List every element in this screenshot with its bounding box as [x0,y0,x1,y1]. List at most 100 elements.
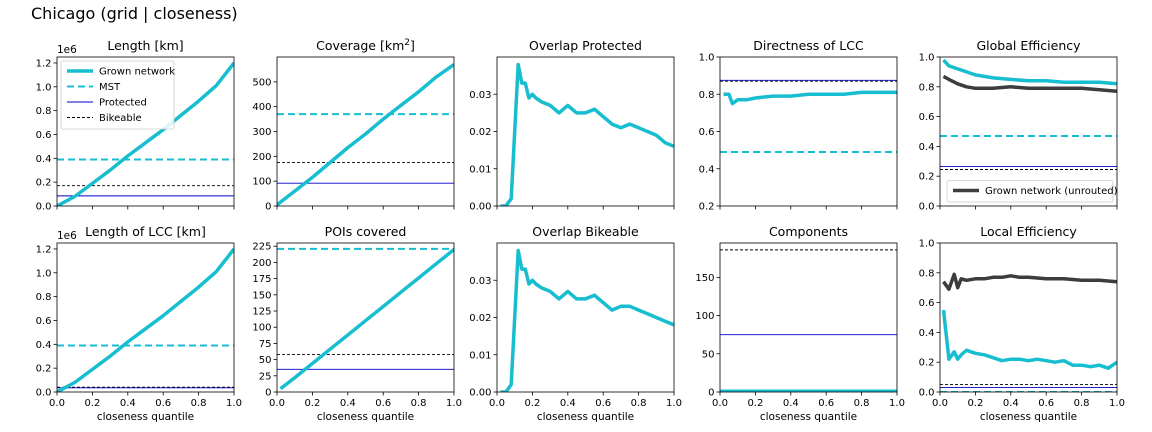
y-tick-label: 1.0 [919,53,935,64]
y-tick-label: 75 [259,339,272,350]
y-tick-label: 0.4 [919,328,935,339]
x-axis-label: closeness quantile [980,411,1077,423]
y-tick-label: 1.0 [36,268,52,279]
y-tick-label: 0.2 [699,202,715,213]
y-tick-label: 0 [265,388,271,399]
subplot-length_lcc: Length of LCC [km] 1e6 0.0 0.2 0.4 0.6 0.8 1.0 1… [36,224,242,423]
subplot-length: Length [km] 1e6 0.0 0.2 0.4 0.6 0.8 1.0 1.2 Grown… [36,38,235,213]
subplot-components: Components 0 50 100 150 0.0 0.2 0.4 0.6 0.8 1.0 clo… [695,224,905,423]
y-tick-label: 0.0 [36,202,52,213]
x-tick-label: 1.0 [1109,398,1125,409]
axes-frame [276,242,455,393]
subplot-local_efficiency: Local Efficiency 0.0 0.2 0.4 0.6 0.8 1.0 0.0 0.2… [919,224,1125,423]
y-tick-label: 0.2 [36,178,52,189]
x-tick-label: 0.0 [932,398,948,409]
y-tick-label: 0.8 [36,106,52,117]
x-tick-label: 0.2 [524,398,540,409]
x-tick-label: 0.4 [120,398,136,409]
x-tick-label: 0.6 [375,398,391,409]
subplot-overlap_bikeable: Overlap Bikeable 0.00 0.01 0.02 0.03 0.0 0.2 0.… [469,224,682,423]
x-tick-label: 0.0 [269,398,285,409]
y-tick-label: 25 [259,371,272,382]
y-tick-label: 1.0 [699,53,715,64]
series-line-unrouted [942,272,1117,291]
y-tick-label: 0.01 [469,164,491,175]
series-line-grown [500,62,674,206]
y-tick-label: 0.6 [919,112,935,123]
legend-label: Protected [99,98,147,109]
x-tick-label: 1.0 [889,398,905,409]
x-tick-label: 0.6 [818,398,834,409]
y-tick-label: 200 [252,152,271,163]
subplot-title: Overlap Bikeable [532,224,639,239]
series-line-grown [57,247,234,392]
y-tick-label: 0.01 [469,350,491,361]
x-tick-label: 0.8 [411,398,427,409]
y-tick-label: 0.0 [919,202,935,213]
y-tick-label: 0.8 [36,292,52,303]
y-tick-label: 0 [265,202,271,213]
axes-frame [56,242,235,393]
x-tick-label: 0.0 [489,398,505,409]
series-line-grown [500,248,674,392]
subplot-global_efficiency: Global Efficiency 0.0 0.2 0.4 0.6 0.8 1.0 Grown… [919,38,1118,213]
x-axis-label: closeness quantile [317,411,414,423]
y-tick-label: 175 [252,274,271,285]
y-tick-label: 0.00 [469,388,491,399]
x-tick-label: 0.4 [783,398,799,409]
y-tick-label: 0.4 [36,154,52,165]
x-tick-label: 1.0 [446,398,462,409]
y-tick-label: 0.00 [469,202,491,213]
x-tick-label: 1.0 [666,398,682,409]
x-tick-label: 0.8 [854,398,870,409]
y-tick-label: 0 [708,388,714,399]
x-tick-label: 0.8 [191,398,207,409]
subplot-title: Length of LCC [km] [85,224,206,239]
y-tick-label: 0.6 [699,127,715,138]
y-tick-label: 0.0 [919,388,935,399]
y-tick-label: 0.4 [36,340,52,351]
x-tick-label: 0.4 [560,398,576,409]
axes-frame [56,56,235,207]
y-tick-label: 1.2 [36,244,52,255]
x-axis-label: closeness quantile [97,411,194,423]
y-tick-label: 225 [252,242,271,253]
legend-label: Bikeable [99,113,142,124]
axes-frame [719,56,898,207]
y-tick-label: 400 [252,102,271,113]
legend-frame [60,60,175,130]
y-tick-label: 100 [252,323,271,334]
legend: Grown network (unrouted) [946,180,1118,203]
subplot-title: Components [769,224,848,239]
axis-offset-text: 1e6 [57,44,77,56]
y-tick-label: 1.0 [919,239,935,250]
series-line-unrouted [942,74,1117,94]
series-line-grown [723,90,897,106]
y-tick-label: 500 [252,77,271,88]
legend-frame [946,180,1114,203]
axis-offset-text: 1e6 [57,230,77,242]
subplot-pois_covered: POIs covered 0 25 50 75 100 125 150 175 200 225 0.0… [252,224,462,423]
subplot-directness_lcc: Directness of LCC 0.2 0.4 0.6 0.8 1.0 [699,38,898,213]
subplot-title: Local Efficiency [980,224,1077,239]
y-tick-label: 0.2 [919,358,935,369]
legend: Grown network MST Protected Bikeable [60,60,175,130]
legend-label: MST [99,82,121,93]
subplot-coverage: Coverage [km2] 0 100 200 300 400 500 [252,38,455,213]
y-tick-label: 1.0 [36,82,52,93]
y-tick-label: 0.8 [919,268,935,279]
y-tick-label: 0.2 [919,172,935,183]
series-line-grown [57,61,234,206]
y-tick-label: 0.2 [36,364,52,375]
x-tick-label: 0.2 [304,398,320,409]
axes-frame [939,56,1118,207]
y-tick-label: 0.6 [36,316,52,327]
series-line-grown [941,309,1117,370]
axes-frame [496,242,675,393]
y-tick-label: 0.02 [469,313,491,324]
x-tick-label: 0.4 [1003,398,1019,409]
y-tick-label: 0.8 [919,82,935,93]
x-axis-label: closeness quantile [760,411,857,423]
x-tick-label: 0.6 [1038,398,1054,409]
subplot-title: POIs covered [325,224,407,239]
